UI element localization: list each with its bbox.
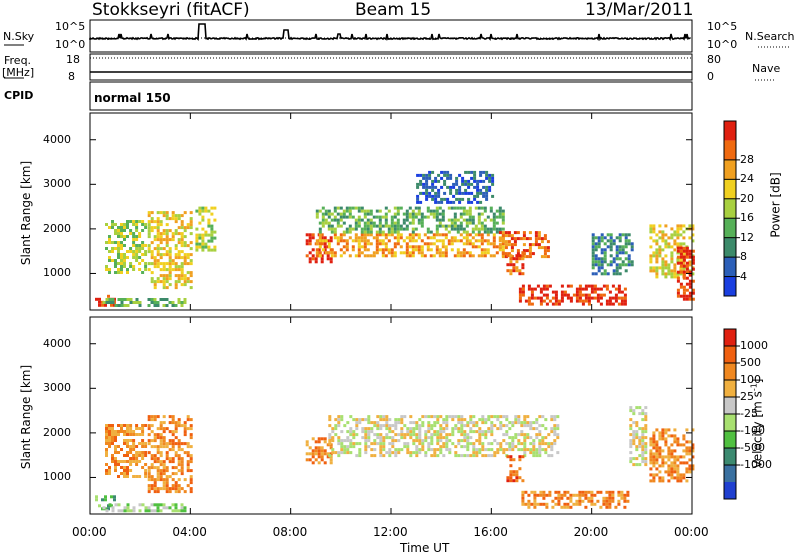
freq-tick-top: 18 [66,53,80,66]
nsky-tick-top: 10^5 [55,20,86,33]
velocity-colorbar-seg-6 [724,431,736,448]
nsky-trace [89,23,691,41]
beam-title: Beam 15 [355,0,432,20]
power-colorbar-frame [723,120,737,297]
power-colorbar-tick-label: 16 [740,211,754,225]
power-colorbar-tick-label: 8 [740,250,747,264]
power-colorbar-seg-6 [724,237,736,258]
station-title: Stokkseyri (fitACF) [92,0,250,20]
power-colorbar-seg-2 [724,159,736,180]
power-colorbar-seg-5 [724,218,736,238]
nave-tick-bottom: 0 [707,70,714,83]
power-colorbar-seg-1 [724,140,736,160]
velocity-colorbar-seg-1 [724,346,736,363]
power-ytick-label: 1000 [43,266,71,280]
velocity-colorbar-seg-3 [724,380,736,397]
velocity-echo-region-9 [649,428,695,483]
velocity-echo-region-1 [102,503,187,513]
velocity-colorbar-seg-7 [724,448,736,465]
velocity-echo-region-5 [328,415,560,458]
power-colorbar-tick-label: 4 [740,269,747,283]
power-ytick-label: 2000 [43,221,71,235]
x-tick-label: 04:00 [172,525,207,539]
velocity-ytick-label: 3000 [43,381,71,395]
velocity-ytick-label: 2000 [43,425,71,439]
velocity-colorbar-tick-label: -1000 [740,458,772,471]
x-tick-label: 08:00 [272,525,308,539]
nave-tick-top: 80 [707,53,721,66]
velocity-colorbar-seg-4 [724,397,736,414]
power-colorbar-seg-0 [724,121,736,141]
power-echo-region-10 [506,251,525,276]
power-echo-region-14 [676,246,695,301]
velocity-echo-region-3 [147,415,193,494]
x-axis-label: Time UT [400,541,450,555]
velocity-colorbar-seg-8 [724,465,736,482]
velocity-echo-region-8 [629,406,648,467]
x-tick-label: 12:00 [373,525,408,539]
power-echo-region-6 [315,233,505,258]
velocity-echo-region-7 [521,490,630,509]
power-echo-region-8 [416,170,495,204]
velocity-colorbar-tick-label: -100 [740,424,765,437]
power-colorbar-tick-label: 24 [740,172,754,186]
cpid-panel-frame [89,81,693,111]
cpid-mode: normal 150 [94,91,171,105]
nsky-label: N.Sky [3,30,35,43]
nsky-panel-frame [89,19,693,53]
nsearch-label: N.Search [745,30,795,43]
freq-panel-frame [89,53,693,81]
power-colorbar-tick-label: 12 [740,230,754,244]
velocity-colorbar-seg-5 [724,414,736,431]
velocity-colorbar-tick-label: 500 [740,356,761,369]
freq-tick-bottom: 8 [68,70,75,83]
velocity-ytick-label: 1000 [43,470,71,484]
x-tick-label: 20:00 [573,525,609,539]
cpid-label: CPID [4,89,34,102]
x-tick-label: 00:00 [674,525,709,539]
power-echo-region-4 [195,206,217,252]
power-colorbar-seg-8 [724,276,736,296]
power-echo-region-12 [591,233,634,276]
velocity-echo-region-4 [305,437,333,465]
power-colorbar-seg-4 [724,198,736,219]
velocity-colorbar-tick-label: -500 [740,441,765,454]
power-colorbar-seg-3 [724,179,736,199]
power-echo-region-1 [102,298,187,307]
x-tick-label: 16:00 [473,525,508,539]
velocity-colorbar-tick-label: 100 [740,373,761,386]
power-echo-region-2 [105,220,148,274]
nave-label: Nave [752,62,781,75]
nsky-tick-bottom: 10^0 [55,38,86,51]
velocity-colorbar-tick-label: -25 [740,407,758,420]
freq-unit-label: [MHz] [2,66,35,79]
power-echo-region-11 [518,284,627,306]
power-colorbar-tick-label: 20 [740,191,754,205]
velocity-ytick-label: 4000 [43,336,71,350]
nsearch-tick-top: 10^5 [707,20,738,33]
velocity-colorbar-seg-2 [724,363,736,380]
date-title: 13/Mar/2011 [585,0,694,20]
power-colorbar-tick-label: 28 [740,152,754,166]
velocity-echo-region-6 [506,455,525,483]
velocity-colorbar-tick-label: 25 [740,390,754,403]
power-ytick-label: 4000 [43,132,71,146]
power-colorbar-seg-7 [724,257,736,277]
nsearch-tick-bottom: 10^0 [707,38,738,51]
freq-label: Freq. [4,54,32,67]
velocity-colorbar-seg-0 [724,329,736,346]
power-ytick-label: 3000 [43,177,71,191]
power-echo-region-7 [315,206,505,234]
power-echo-region-3 [147,211,193,290]
velocity-echo-region-2 [105,424,148,478]
x-tick-label: 00:00 [72,525,107,539]
velocity-colorbar-tick-label: 1000 [740,339,768,352]
velocity-colorbar-seg-9 [724,482,736,499]
